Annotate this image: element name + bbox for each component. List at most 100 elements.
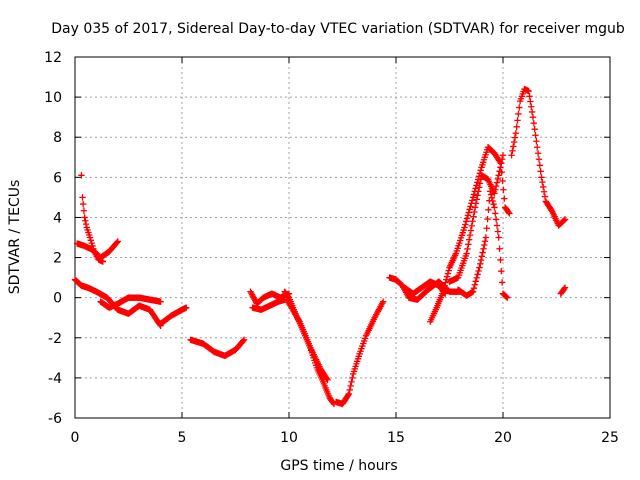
data-point: [536, 162, 544, 169]
data-point: [494, 175, 502, 183]
data-point: [503, 293, 510, 301]
data-point: [440, 285, 448, 292]
grid-lines: [75, 57, 610, 418]
data-point: [478, 253, 486, 260]
data-point: [240, 337, 247, 344]
data-point: [114, 238, 121, 245]
data-point: [87, 237, 95, 244]
y-tick-label: 8: [53, 130, 62, 146]
data-point: [90, 245, 97, 252]
data-point: [508, 152, 515, 159]
data-point: [492, 210, 499, 217]
data-point: [499, 177, 506, 185]
data-point: [240, 336, 248, 343]
y-tick-label: 2: [53, 251, 62, 267]
data-point: [513, 123, 520, 130]
data-point: [157, 298, 164, 305]
data-point: [538, 174, 545, 181]
data-point: [529, 113, 537, 121]
data-point: [481, 238, 489, 245]
data-point: [525, 87, 532, 95]
data-point: [464, 212, 472, 219]
data-point: [490, 201, 497, 208]
data-point: [474, 192, 481, 199]
data-point: [512, 130, 520, 137]
data-point: [470, 285, 478, 292]
x-tick-label: 10: [280, 430, 298, 446]
x-tick-label: 5: [178, 430, 187, 446]
data-point: [486, 188, 494, 195]
data-point: [477, 256, 485, 264]
data-point: [504, 294, 511, 301]
data-point: [539, 178, 546, 186]
data-point: [467, 227, 475, 234]
data-point: [466, 231, 474, 239]
data-point: [477, 167, 484, 174]
data-point: [461, 224, 468, 231]
data-point: [526, 93, 533, 100]
series-track-13: [401, 278, 449, 297]
data-point: [533, 138, 540, 145]
data-point: [471, 204, 479, 211]
x-axis-label: GPS time / hours: [280, 458, 397, 474]
data-point: [560, 217, 568, 224]
series-track-5: [157, 304, 190, 327]
data-point: [469, 194, 477, 201]
data-point: [462, 218, 470, 225]
x-tick-label: 0: [71, 430, 80, 446]
data-point: [462, 221, 469, 228]
data-point: [469, 218, 476, 225]
data-point: [511, 134, 519, 141]
data-point: [561, 216, 569, 223]
data-point: [468, 222, 475, 230]
data-point: [496, 168, 503, 175]
data-point: [498, 160, 505, 167]
plot-frame: [74, 56, 611, 419]
data-point: [493, 179, 501, 186]
data-point: [477, 260, 484, 268]
data-point: [483, 225, 490, 232]
data-point: [527, 98, 534, 105]
data-point: [441, 282, 448, 289]
y-tick-label: -2: [48, 331, 62, 347]
data-point: [509, 147, 516, 155]
data-point: [82, 217, 89, 224]
data-point: [89, 242, 96, 250]
data-point: [348, 378, 355, 386]
series-track-18: [557, 284, 569, 297]
data-point: [468, 197, 476, 204]
data-point: [80, 207, 88, 214]
series-track-4: [97, 294, 164, 311]
data-point: [492, 182, 500, 190]
axis-ticks: 0 5 10 15 20 25 -6 -4 -2 0 2 4 6 8 10 12: [44, 50, 619, 446]
data-point: [463, 215, 471, 222]
data-point: [81, 214, 88, 221]
y-tick-label: 10: [44, 90, 62, 106]
series-track-16: [454, 188, 511, 301]
series-track-15: [446, 152, 507, 285]
data-point: [506, 210, 513, 217]
data-point: [476, 180, 484, 187]
series-track-8: [249, 296, 288, 313]
data-point: [484, 215, 491, 223]
data-point: [510, 138, 518, 146]
data-point: [295, 317, 303, 324]
data-point: [497, 164, 504, 171]
y-tick-label: -6: [48, 411, 62, 427]
chart-title: Day 035 of 2017, Sidereal Day-to-day VTE…: [51, 21, 625, 37]
data-point: [515, 110, 522, 118]
data-point: [480, 245, 487, 252]
data-point: [540, 188, 548, 195]
data-point: [528, 108, 536, 116]
data-point: [561, 284, 569, 291]
x-tick-label: 15: [387, 430, 405, 446]
data-point: [514, 117, 521, 124]
series-track-3: [71, 276, 164, 329]
data-point: [469, 288, 477, 295]
series-track-2: [78, 172, 107, 265]
data-point: [495, 234, 502, 241]
y-axis-label: SDTVAR / TECUs: [7, 180, 23, 295]
data-point: [344, 391, 352, 399]
data-point: [537, 168, 544, 175]
data-point: [442, 279, 449, 286]
